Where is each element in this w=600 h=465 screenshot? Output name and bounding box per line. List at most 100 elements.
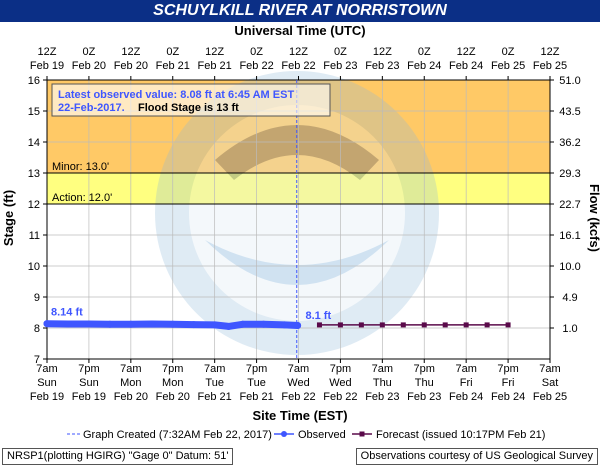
- est-tick-time: 7pm: [497, 363, 518, 375]
- est-tick-date: Feb 22: [323, 391, 357, 403]
- threshold-label: Action: 12.0': [52, 192, 112, 204]
- flow-tick-label: 1.0: [562, 323, 577, 335]
- utc-tick-hour: 12Z: [541, 46, 560, 58]
- est-tick-date: Feb 23: [407, 391, 441, 403]
- legend-forecast-label: Forecast (issued 10:17PM Feb 21): [376, 429, 545, 441]
- utc-tick-hour: 12Z: [205, 46, 224, 58]
- utc-tick-date: Feb 21: [198, 60, 232, 72]
- est-tick-time: 7pm: [330, 363, 351, 375]
- est-tick-day: Wed: [287, 377, 309, 389]
- est-tick-day: Fri: [460, 377, 473, 389]
- utc-tick-date: Feb 20: [72, 60, 106, 72]
- utc-tick-hour: 0Z: [418, 46, 431, 58]
- stage-tick-label: 13: [28, 168, 40, 180]
- est-tick-time: 7am: [120, 363, 141, 375]
- stage-tick-label: 8: [34, 323, 40, 335]
- annotation-date: 22-Feb-2017.: [58, 102, 125, 114]
- forecast-point: [421, 322, 427, 328]
- stage-tick-labels: 7 8 9 10 11 12 13 14 15 16: [28, 75, 47, 366]
- flow-tick-label: 22.7: [559, 199, 580, 211]
- est-tick-date: Feb 22: [281, 391, 315, 403]
- utc-tick-hour: 12Z: [121, 46, 140, 58]
- est-tick-date: Feb 21: [198, 391, 232, 403]
- utc-tick-date: Feb 21: [156, 60, 190, 72]
- est-tick-day: Thu: [415, 377, 434, 389]
- est-tick-labels: 7am Sun Feb 19 7pm Sun Feb 19 7am Mon Feb 20 7pm M…: [30, 359, 567, 403]
- stage-tick-label: 11: [29, 230, 40, 242]
- flow-tick-label: 29.3: [559, 168, 580, 180]
- annotation-flood-stage: Flood Stage is 13 ft: [138, 102, 239, 114]
- est-tick-day: Fri: [502, 377, 515, 389]
- est-tick-time: 7pm: [414, 363, 435, 375]
- est-tick-time: 7am: [539, 363, 560, 375]
- observed-point: [190, 321, 198, 329]
- observed-point: [260, 320, 268, 328]
- utc-tick-hour: 12Z: [289, 46, 308, 58]
- est-tick-date: Feb 20: [114, 391, 148, 403]
- utc-tick-date: Feb 23: [323, 60, 357, 72]
- est-tick-time: 7am: [372, 363, 393, 375]
- flow-tick-label: 36.2: [559, 137, 580, 149]
- utc-tick-hour: 0Z: [250, 46, 263, 58]
- forecast-point: [316, 322, 322, 328]
- observed-point: [225, 322, 233, 330]
- utc-tick-date: Feb 22: [281, 60, 315, 72]
- watermark-wave-icon: [205, 240, 389, 285]
- est-tick-day: Sat: [542, 377, 559, 389]
- observed-point: [239, 320, 247, 328]
- utc-tick-hour: 0Z: [502, 46, 515, 58]
- forecast-point: [505, 322, 511, 328]
- est-tick-time: 7am: [288, 363, 309, 375]
- observed-point: [211, 321, 219, 329]
- threshold-lines: Minor: 13.0' Action: 12.0': [47, 161, 550, 205]
- stage-tick-label: 9: [34, 292, 40, 304]
- stage-tick-label: 16: [28, 75, 40, 87]
- utc-tick-hour: 0Z: [82, 46, 95, 58]
- top-axis-title: Universal Time (UTC): [234, 23, 365, 38]
- est-tick-day: Sun: [79, 377, 99, 389]
- utc-tick-hour: 12Z: [38, 46, 57, 58]
- est-tick-time: 7pm: [78, 363, 99, 375]
- chart-title: SCHUYLKILL RIVER AT NORRISTOWN: [0, 0, 600, 22]
- annotation-line1: Latest observed value: 8.08 ft at 6:45 A…: [58, 89, 294, 101]
- stage-tick-label: 15: [28, 106, 40, 118]
- est-tick-time: 7am: [204, 363, 225, 375]
- flow-tick-label: 43.5: [559, 106, 580, 118]
- est-tick-date: Feb 21: [239, 391, 273, 403]
- threshold-label: Minor: 13.0': [52, 161, 109, 173]
- flow-tick-label: 51.0: [559, 75, 580, 87]
- est-tick-date: Feb 19: [30, 391, 64, 403]
- observed-start-label: 8.14 ft: [51, 307, 83, 319]
- est-tick-date: Feb 20: [156, 391, 190, 403]
- utc-tick-hour: 12Z: [373, 46, 392, 58]
- est-tick-time: 7pm: [162, 363, 183, 375]
- observed-point: [85, 320, 93, 328]
- utc-tick-hour: 0Z: [166, 46, 179, 58]
- observed-point: [281, 321, 289, 329]
- observed-point: [43, 320, 51, 328]
- forecast-point: [442, 322, 448, 328]
- flow-tick-label: 10.0: [559, 261, 580, 273]
- data-series: 8.14 ft 8.1 ft: [43, 307, 511, 330]
- est-tick-day: Mon: [120, 377, 141, 389]
- observed-point: [169, 320, 177, 328]
- est-tick-day: Sun: [37, 377, 57, 389]
- utc-tick-hour: 12Z: [457, 46, 476, 58]
- source-credit: Observations courtesy of US Geological S…: [355, 448, 598, 465]
- est-tick-date: Feb 25: [533, 391, 567, 403]
- stage-tick-label: 12: [28, 199, 40, 211]
- est-tick-day: Mon: [162, 377, 183, 389]
- legend-created-label: Graph Created (7:32AM Feb 22, 2017): [83, 429, 272, 441]
- right-axis-title: Flow (kcfs): [587, 184, 600, 252]
- flow-tick-label: 16.1: [559, 230, 580, 242]
- legend-observed-label: Observed: [298, 429, 346, 441]
- est-tick-date: Feb 24: [491, 391, 525, 403]
- est-tick-day: Tue: [205, 377, 224, 389]
- latest-value-annotation: Latest observed value: 8.08 ft at 6:45 A…: [51, 83, 331, 117]
- utc-tick-date: Feb 22: [239, 60, 273, 72]
- stage-tick-label: 10: [28, 261, 40, 273]
- utc-tick-date: Feb 24: [449, 60, 483, 72]
- observed-point: [294, 322, 302, 330]
- legend-forecast-marker: [359, 431, 365, 437]
